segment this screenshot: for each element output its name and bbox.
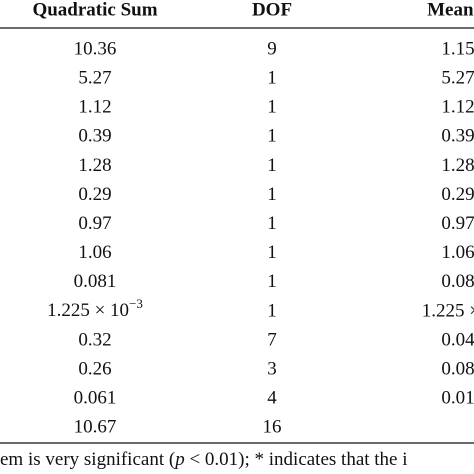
cell: 10.67 <box>74 417 117 438</box>
cell: 1 <box>267 242 277 263</box>
cell: 1 <box>267 300 277 321</box>
cell: 0.081 <box>74 271 117 292</box>
cell: 1 <box>267 213 277 234</box>
header-cell: DOF <box>252 0 292 20</box>
cell: 1 <box>267 126 277 147</box>
cell: 1.225 × 1 <box>422 300 474 321</box>
cell: 1.28 <box>78 155 111 176</box>
cell: 0.26 <box>78 358 111 379</box>
cell: 1 <box>267 67 277 88</box>
cell: 0.97 <box>78 213 111 234</box>
cell: 16 <box>263 417 282 438</box>
cell: 1 <box>267 271 277 292</box>
cell: 1 <box>267 97 277 118</box>
cell: 1.06 <box>78 242 111 263</box>
cell: 0.08 <box>441 358 474 379</box>
footnote-p: p <box>173 449 185 470</box>
header-cell: Mean S <box>427 0 474 20</box>
cell: 0.39 <box>78 126 111 147</box>
cell: 0.97 <box>441 213 474 234</box>
header-cell: Quadratic Sum <box>32 0 157 20</box>
cell: 0.29 <box>441 184 474 205</box>
footnote: em is very significant (p < 0.01); * ind… <box>0 449 408 470</box>
cell: 0.061 <box>74 388 117 409</box>
cell: 0.39 <box>441 126 474 147</box>
cell: 1.28 <box>441 155 474 176</box>
cell-sup: −3 <box>129 296 143 311</box>
cell: 0.04 <box>441 329 474 350</box>
cell: 0.08 <box>441 271 474 292</box>
cell: 5.27 <box>441 67 474 88</box>
cell: 1.12 <box>78 97 111 118</box>
footnote-text: < 0.01); * indicates that the i <box>185 449 408 470</box>
cell: 4 <box>267 388 277 409</box>
cell: 1 <box>267 184 277 205</box>
cell: 1.15 <box>441 38 474 59</box>
footnote-text: em is very significant ( <box>0 449 175 470</box>
cell: 1.06 <box>441 242 474 263</box>
cell: 5.27 <box>78 67 111 88</box>
cell: 7 <box>267 329 277 350</box>
cell: 1.225 × 10−3 <box>47 296 143 321</box>
cell: 0.32 <box>78 329 111 350</box>
cell: 10.36 <box>74 38 117 59</box>
cell: 1.12 <box>441 97 474 118</box>
cell: 0.01 <box>441 388 474 409</box>
cell: 1 <box>267 155 277 176</box>
cell: 0.29 <box>78 184 111 205</box>
cell: 9 <box>267 38 277 59</box>
cell: 3 <box>267 358 277 379</box>
cell-base: 1.225 × 10 <box>47 300 129 321</box>
